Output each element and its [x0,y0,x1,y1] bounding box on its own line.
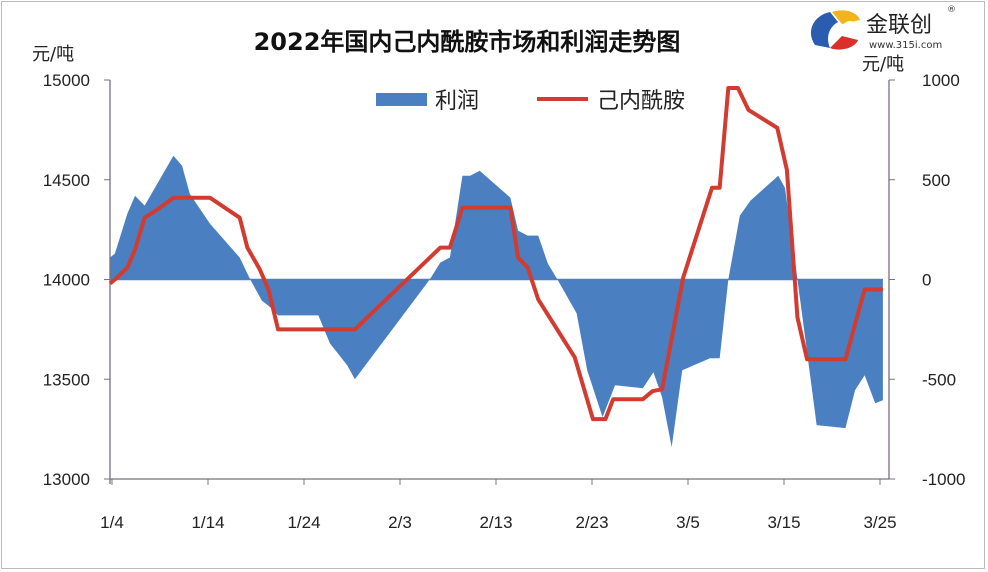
chart-title: 2022年国内己内酰胺市场和利润走势图 [254,28,681,56]
left-tick-label: 15000 [43,71,90,90]
right-tick-label: 0 [922,271,931,290]
x-tick-label: 1/4 [100,513,124,532]
x-tick-label: 1/14 [191,513,224,532]
profit-area [110,155,883,448]
left-axis-label: 元/吨 [32,44,74,65]
legend: 利润 己内酰胺 [376,89,685,114]
right-tick-label: 1000 [922,71,960,90]
left-tick-label: 14000 [43,271,90,290]
logo: 金联创 www.315i.com ® [810,5,956,51]
legend-label-price: 己内酰胺 [597,89,685,114]
x-tick-label: 2/13 [479,513,512,532]
price-line [108,85,883,422]
left-tick-label: 14500 [43,171,90,190]
right-axis-label: 元/吨 [862,54,904,75]
x-tick-label: 3/15 [767,513,800,532]
right-tick-label: 500 [922,171,950,190]
legend-label-profit: 利润 [435,89,479,114]
right-tick-label: -500 [922,370,956,389]
x-tick-label: 3/5 [676,513,700,532]
legend-swatch-profit [376,93,427,106]
left-tick-label: 13000 [43,470,90,489]
right-tick-label: -1000 [922,470,965,489]
x-tick-label: 2/3 [388,513,412,532]
svg-text:®: ® [947,5,956,15]
x-tick-label: 3/25 [863,513,896,532]
logo-name: 金联创 [866,13,932,38]
logo-url: www.315i.com [869,40,942,51]
x-tick-label: 2/23 [575,513,608,532]
x-tick-label: 1/24 [287,513,320,532]
left-tick-label: 13500 [43,370,90,389]
